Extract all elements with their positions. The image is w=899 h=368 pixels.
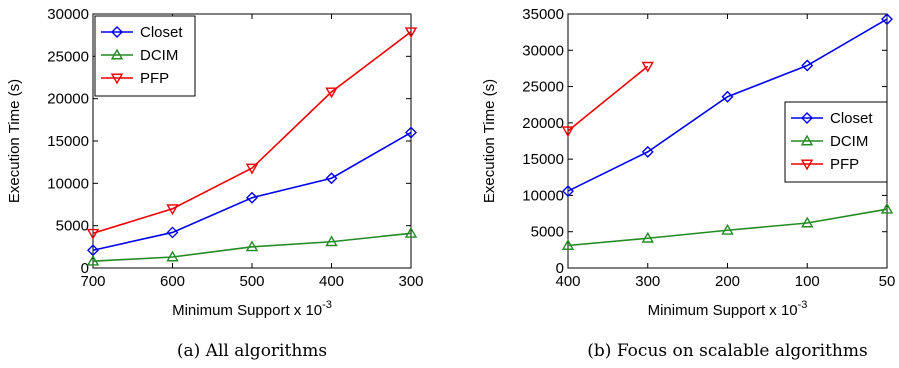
chart-panel-b: 0 5000 10000 15000 20000 25000 30000 35000 400 30… — [481, 6, 895, 361]
data-point-pfp — [561, 126, 575, 138]
data-point-dcim — [561, 239, 575, 250]
legend: Closet DCIM PFP — [94, 15, 196, 97]
legend-label: Closet — [140, 24, 183, 41]
data-point-pfp — [86, 228, 100, 240]
x-tick-label: 400 — [319, 273, 344, 290]
legend-box — [784, 101, 888, 183]
y-tick-label: 5000 — [531, 224, 564, 241]
legend-label: DCIM — [830, 133, 868, 150]
x-tick-label: 300 — [635, 273, 660, 290]
y-tick-label: 0 — [556, 260, 564, 277]
x-tick-label: 300 — [398, 273, 423, 290]
data-point-pfp — [325, 87, 338, 99]
y-tick-label: 30000 — [47, 6, 89, 23]
x-tick-label: 50 — [879, 273, 896, 290]
legend-marker-pfp — [110, 73, 124, 85]
x-axis-label: Minimum Support x 10-3 — [648, 299, 808, 319]
data-point-dcim — [721, 223, 734, 235]
y-tick-label: 30000 — [522, 42, 564, 59]
x-axis-label-text: Minimum Support x 10 — [648, 302, 798, 319]
data-point-dcim — [245, 240, 259, 252]
x-axis-label-exponent: -3 — [798, 299, 808, 311]
legend-label: PFP — [140, 70, 169, 87]
y-tick-label: 20000 — [522, 115, 564, 132]
data-point-pfp — [404, 27, 418, 39]
data-point-dcim — [86, 254, 100, 266]
legend-marker-dcim — [800, 134, 814, 146]
y-tick-label: 35000 — [522, 6, 564, 23]
x-tick-label: 400 — [555, 273, 580, 290]
legend-marker-pfp — [800, 159, 814, 171]
figure-caption: (a) All algorithms — [177, 341, 327, 361]
data-point-dcim — [641, 231, 654, 243]
legend-label: DCIM — [140, 47, 178, 64]
x-axis-label-text: Minimum Support x 10 — [172, 302, 322, 319]
x-tick-label: 600 — [160, 273, 185, 290]
figure-caption: (b) Focus on scalable algorithms — [587, 341, 867, 361]
data-point-dcim — [880, 202, 894, 214]
data-point-closet — [881, 13, 893, 26]
y-axis-label: Execution Time (s) — [6, 79, 23, 203]
y-tick-label: 15000 — [47, 133, 89, 150]
x-tick-label: 100 — [795, 273, 820, 290]
y-tick-label: 0 — [81, 260, 89, 277]
series-line-closet — [92, 131, 412, 252]
y-tick-label: 25000 — [522, 79, 564, 96]
series-line-dcim — [92, 232, 412, 263]
series-line-pfp — [567, 65, 649, 132]
data-point-pfp — [245, 163, 259, 175]
data-point-closet — [721, 90, 734, 103]
y-tick-label: 10000 — [47, 175, 89, 192]
legend: Closet DCIM PFP — [784, 101, 888, 183]
data-point-closet — [562, 185, 574, 198]
legend-box — [94, 15, 196, 97]
series-line-dcim — [567, 208, 888, 247]
data-point-dcim — [325, 235, 338, 247]
legend-marker-closet — [111, 26, 123, 38]
x-tick-label: 700 — [80, 273, 105, 290]
data-point-pfp — [641, 61, 654, 73]
y-tick-label: 5000 — [56, 218, 89, 235]
data-point-closet — [166, 226, 179, 239]
data-point-dcim — [801, 216, 814, 228]
x-tick-label: 200 — [715, 273, 740, 290]
data-point-closet — [405, 126, 417, 139]
series-line-closet — [567, 18, 888, 192]
y-tick-label: 20000 — [47, 91, 89, 108]
y-tick-label: 15000 — [522, 151, 564, 168]
legend-marker-dcim — [110, 48, 124, 60]
y-tick-label: 10000 — [522, 187, 564, 204]
legend-label: PFP — [830, 156, 859, 173]
x-tick-label: 500 — [239, 273, 264, 290]
series-line-pfp — [92, 31, 412, 235]
legend-marker-closet — [801, 112, 813, 124]
x-axis-label: Minimum Support x 10-3 — [172, 299, 332, 319]
data-point-dcim — [166, 250, 179, 262]
data-point-closet — [641, 145, 654, 158]
data-point-closet — [801, 59, 814, 72]
data-point-closet — [246, 191, 258, 204]
data-point-dcim — [404, 226, 418, 238]
chart-panel-a: 0 5000 10000 15000 20000 25000 30000 700 600 500 4… — [6, 6, 424, 361]
y-axis-label: Execution Time (s) — [481, 79, 498, 203]
data-point-pfp — [166, 204, 179, 216]
y-tick-label: 25000 — [47, 48, 89, 65]
data-point-closet — [325, 172, 338, 185]
legend-label: Closet — [830, 110, 873, 127]
x-axis-label-exponent: -3 — [322, 299, 332, 311]
